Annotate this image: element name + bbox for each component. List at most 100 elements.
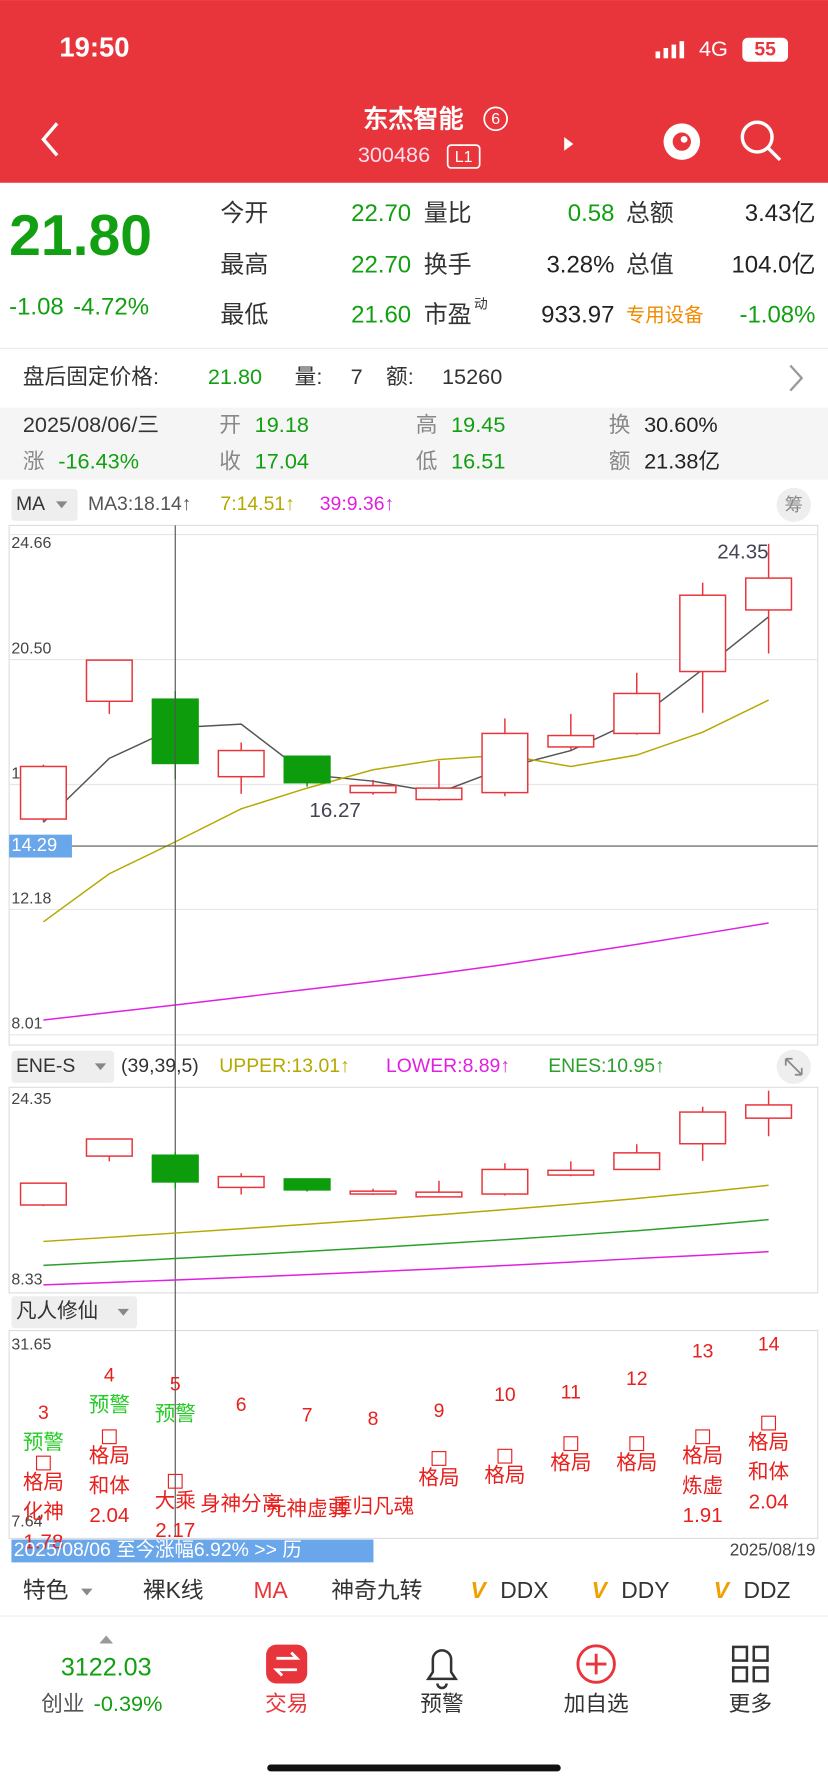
tab[interactable]: 神奇九转	[331, 1577, 422, 1603]
day-value: -16.43%	[58, 448, 139, 473]
signal-count: 9	[434, 1400, 445, 1422]
day-date: 2025/08/06/三	[23, 412, 159, 437]
detail-arrow[interactable]	[789, 364, 804, 392]
add-icon[interactable]	[576, 1644, 616, 1684]
signal-box	[497, 1448, 513, 1464]
tab[interactable]: DDY	[621, 1577, 669, 1603]
quote-value: 3.43亿	[745, 200, 816, 227]
signal-label: 格局	[550, 1452, 591, 1475]
indicator-selector[interactable]	[11, 488, 78, 521]
signal-label: 格局	[682, 1445, 723, 1468]
day-value: 21.38亿	[644, 448, 720, 473]
quote-label: 量比	[424, 200, 472, 227]
indicator-value: 39:9.36↑	[320, 493, 394, 515]
signal-label: 和体	[89, 1474, 130, 1497]
y-tick-label: 7.64	[11, 1514, 42, 1531]
candle-body	[85, 1138, 133, 1157]
day-label: 换	[609, 412, 631, 437]
tab[interactable]: 特色	[23, 1577, 69, 1603]
candle-body	[217, 1175, 265, 1189]
robot-icon[interactable]	[663, 123, 701, 160]
signal-frame	[8, 1329, 819, 1539]
day-label: 开	[219, 412, 241, 437]
after-hours-volume-label: 量:	[295, 364, 323, 389]
candle-body	[679, 1111, 727, 1145]
day-label: 涨	[23, 448, 45, 473]
signal-label: 格局	[616, 1452, 657, 1475]
signal-box	[629, 1436, 645, 1452]
main-frame	[8, 524, 819, 1046]
indicator-name: MA	[16, 493, 45, 515]
candle-body	[283, 1178, 331, 1191]
candle-body	[415, 787, 463, 801]
indicator-line	[43, 1218, 769, 1267]
after-hours-label: 盘后固定价格:	[23, 364, 159, 389]
indicator-line	[42, 699, 769, 923]
signal-selector[interactable]	[11, 1296, 138, 1329]
dropdown	[94, 1063, 107, 1071]
nav-item[interactable]: 交易	[265, 1691, 308, 1716]
y-tick-label: 8.33	[11, 1272, 42, 1289]
chip-button[interactable]	[776, 487, 811, 522]
tab[interactable]: DDX	[500, 1577, 548, 1603]
signal-count: 7	[302, 1404, 313, 1426]
candle-body	[283, 755, 331, 784]
more-icon[interactable]	[731, 1645, 769, 1683]
badge: 6	[491, 111, 500, 128]
trade-icon[interactable]	[266, 1644, 308, 1684]
quote-value: 21.60	[351, 302, 411, 329]
quote-label: 换手	[424, 251, 472, 278]
nav-item[interactable]: 预警	[420, 1691, 463, 1716]
clock: 19:50	[59, 31, 129, 62]
candle-body	[613, 1152, 661, 1171]
signal-label: 格局	[418, 1466, 459, 1489]
y-tick-label: 12.18	[11, 890, 51, 907]
tab-badge: V	[592, 1577, 609, 1603]
indicator-name: ENE-S	[16, 1055, 75, 1077]
candle-body	[349, 1190, 397, 1195]
candle-body	[217, 749, 265, 778]
signal-label: 格局	[748, 1431, 789, 1454]
stock-code: 300486	[358, 142, 430, 167]
quote-label: 市盈	[424, 302, 472, 329]
y-tick-label: 24.66	[11, 535, 51, 552]
tab[interactable]: DDZ	[743, 1577, 790, 1603]
level-box	[446, 144, 481, 169]
signal-label: 2.04	[749, 1490, 789, 1513]
range-highlight	[11, 1539, 374, 1563]
alert-icon[interactable]	[425, 1649, 459, 1690]
back-button[interactable]	[41, 122, 59, 157]
next-arrow[interactable]	[564, 137, 574, 151]
signal-count: 5	[170, 1374, 181, 1396]
signal-count: 4	[104, 1364, 115, 1386]
signal-count: 14	[758, 1334, 780, 1356]
y-tick-label: 31.65	[11, 1337, 51, 1354]
search-button[interactable]	[740, 120, 782, 162]
crosshair-label: 14.29	[11, 834, 57, 855]
candle-body	[547, 1169, 595, 1176]
signal-count: 8	[368, 1408, 379, 1430]
ene-selector[interactable]	[11, 1050, 115, 1083]
tab-badge: V	[471, 1577, 488, 1603]
index-name: 创业	[41, 1691, 84, 1716]
nav-item[interactable]: 加自选	[564, 1691, 629, 1716]
indicator-params: (39,39,5)	[121, 1055, 199, 1077]
quote-value: 0.58	[568, 200, 615, 227]
dropdown	[55, 501, 68, 509]
quote-value: 22.70	[351, 200, 411, 227]
quote-label-sup: 动	[474, 297, 488, 312]
signal-label: 1.78	[23, 1530, 63, 1553]
quote-label: 总值	[626, 251, 674, 278]
expand-button[interactable]	[776, 1049, 811, 1084]
indicator-value: ENES:10.95↑	[548, 1055, 665, 1077]
day-value: 30.60%	[644, 412, 718, 437]
tab[interactable]: 裸K线	[143, 1577, 204, 1603]
quote-value: 933.97	[541, 302, 614, 329]
tab[interactable]: MA	[254, 1577, 289, 1603]
signal-label: 和体	[748, 1461, 789, 1484]
home-indicator	[267, 1764, 561, 1772]
signal-label: 格局	[484, 1464, 525, 1487]
nav-item[interactable]: 更多	[729, 1691, 772, 1716]
indicator-line	[43, 922, 769, 1021]
candle-body	[151, 1154, 199, 1183]
